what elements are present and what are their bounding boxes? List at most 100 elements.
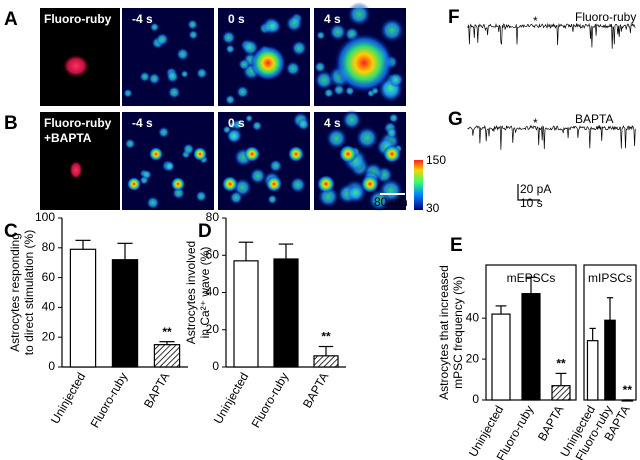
bar xyxy=(111,259,139,368)
signal xyxy=(267,194,278,205)
signal xyxy=(341,109,363,131)
x-tick-label: BAPTA xyxy=(141,370,172,410)
bar xyxy=(551,385,571,401)
signal xyxy=(316,30,326,41)
signal xyxy=(229,190,244,205)
colorbar xyxy=(414,160,423,210)
frame-label: 4 s xyxy=(324,116,341,130)
y-tick-label: 60 xyxy=(206,247,220,261)
signal xyxy=(195,190,208,203)
signal-peak xyxy=(317,175,335,193)
signal-peak xyxy=(193,147,207,161)
signal-peak xyxy=(250,45,286,81)
image-frame xyxy=(122,8,214,106)
bar xyxy=(233,260,259,368)
panel-label: A xyxy=(4,9,18,30)
signal xyxy=(379,17,405,43)
signal xyxy=(249,167,267,185)
signal-peak xyxy=(288,146,304,162)
trace-name: Fluoro-ruby xyxy=(575,10,636,24)
panel-label: D xyxy=(198,221,212,242)
signal xyxy=(346,183,365,203)
signal xyxy=(285,60,301,77)
bar xyxy=(521,293,541,401)
signal xyxy=(124,138,136,150)
x-tick-label: BAPTA xyxy=(535,403,566,443)
signal-peak xyxy=(339,145,357,163)
y-axis-label: Astrocytes involved xyxy=(184,241,198,344)
signal xyxy=(225,44,236,54)
signal xyxy=(148,72,161,85)
significance: ** xyxy=(321,330,331,344)
signal xyxy=(187,19,199,31)
trace-marker: * xyxy=(533,116,538,130)
signal xyxy=(328,22,347,42)
frame-label: 0 s xyxy=(228,12,245,26)
cell xyxy=(69,160,83,180)
signal xyxy=(157,126,170,139)
y-tick-label: 100 xyxy=(35,210,55,224)
signal xyxy=(290,39,308,57)
signal xyxy=(167,85,181,100)
frame-label: -4 s xyxy=(132,12,153,26)
signal xyxy=(251,120,263,132)
bar xyxy=(586,340,599,401)
y-axis-label: mPSC frequency (%) xyxy=(451,276,465,389)
x-tick-label: BAPTA xyxy=(300,370,331,410)
frame-label: +BAPTA xyxy=(44,131,92,145)
signal xyxy=(388,72,405,88)
colorbar-label: 150 xyxy=(426,153,446,167)
y-tick-label: 20 xyxy=(42,329,56,343)
signal xyxy=(165,70,180,84)
signal xyxy=(175,47,190,62)
panel-label: E xyxy=(450,235,463,256)
signal xyxy=(325,127,348,150)
trace xyxy=(467,124,636,150)
signal xyxy=(235,85,250,99)
signal-peak xyxy=(149,147,163,161)
significance: ** xyxy=(623,383,633,397)
signal-peak xyxy=(127,177,141,191)
bar xyxy=(604,319,616,401)
significance: ** xyxy=(162,325,172,339)
signal xyxy=(123,88,133,99)
signal xyxy=(149,22,160,33)
frame-label: 4 s xyxy=(324,12,341,26)
signal xyxy=(289,176,307,194)
signal xyxy=(261,16,281,36)
signal-peak xyxy=(266,176,282,192)
image-frame xyxy=(40,112,120,210)
signal xyxy=(323,87,335,99)
colorbar-label: 30 xyxy=(426,201,440,215)
signal-peak xyxy=(383,145,401,163)
y-tick-label: 80 xyxy=(42,240,56,254)
chart-title: mIPSCs xyxy=(588,271,632,285)
panel-label: F xyxy=(448,7,460,28)
signal xyxy=(285,14,304,33)
x-tick-label: Uninjected xyxy=(48,370,88,426)
y-tick-label: 40 xyxy=(42,300,56,314)
scale-bar-label: 80 µm xyxy=(374,195,408,209)
x-tick-label: Uninjected xyxy=(211,370,251,426)
y-axis-label: in Ca²⁺ wave (%) xyxy=(198,247,212,339)
panel-label: G xyxy=(448,109,463,130)
trace-name: BAPTA xyxy=(575,112,613,126)
signal-peak xyxy=(361,175,379,193)
y-axis-label: Astrocytes that increased xyxy=(437,265,451,400)
y-tick-label: 0 xyxy=(212,359,219,373)
signal xyxy=(145,195,160,210)
frame-label: 0 s xyxy=(228,116,245,130)
signal xyxy=(268,158,283,173)
panel-label: C xyxy=(4,221,18,242)
trace xyxy=(467,22,636,49)
trace-scale-label: 20 pA xyxy=(520,182,551,196)
panel-label: B xyxy=(4,113,18,134)
frame-label: Fluoro-ruby xyxy=(44,116,112,130)
signal xyxy=(188,29,199,40)
signal xyxy=(232,119,244,131)
signal xyxy=(226,128,242,144)
y-tick-label: 60 xyxy=(42,270,56,284)
signal xyxy=(224,94,236,105)
